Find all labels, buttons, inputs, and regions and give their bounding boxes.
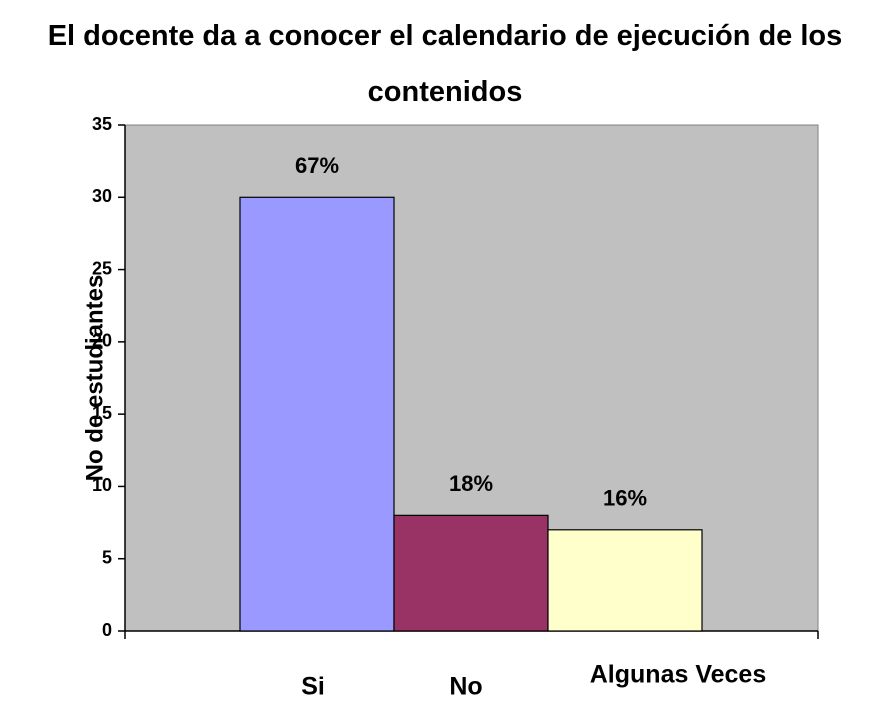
y-tick-label: 15 bbox=[92, 403, 112, 423]
y-tick-label: 10 bbox=[92, 475, 112, 495]
value-label: 18% bbox=[449, 471, 493, 496]
y-tick-label: 25 bbox=[92, 258, 112, 278]
y-tick-label: 0 bbox=[102, 620, 112, 640]
value-label: 16% bbox=[603, 486, 647, 511]
x-tick-label: Si bbox=[301, 673, 325, 701]
y-tick-label: 30 bbox=[92, 186, 112, 206]
chart-title: El docente da a conocer el calendario de… bbox=[47, 20, 843, 108]
y-tick-label: 20 bbox=[92, 331, 112, 351]
y-tick-label: 35 bbox=[92, 114, 112, 134]
x-tick-label: No bbox=[449, 673, 482, 701]
y-tick-label: 5 bbox=[102, 547, 112, 567]
x-tick-label: Algunas Veces bbox=[590, 661, 766, 689]
bar bbox=[239, 196, 395, 632]
bar bbox=[393, 514, 549, 632]
value-label: 67% bbox=[295, 153, 339, 178]
y-axis-label: No de estudiantes bbox=[81, 275, 108, 482]
bar bbox=[547, 529, 703, 632]
